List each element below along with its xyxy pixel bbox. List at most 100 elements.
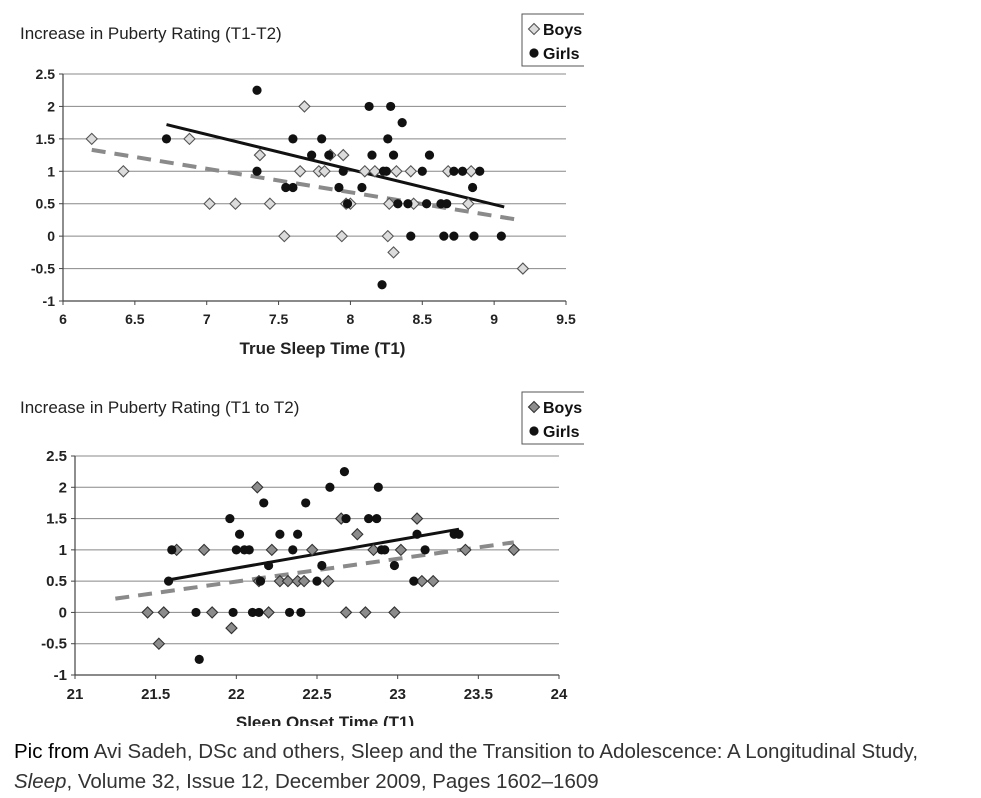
boys-trendline <box>115 540 515 601</box>
legend-label-girls: Girls <box>543 424 580 441</box>
girls-point <box>424 150 435 160</box>
boys-point <box>351 527 364 541</box>
girls-point <box>377 280 387 290</box>
y-tick-label: -1 <box>43 293 56 309</box>
legend-marker-boys <box>527 22 541 36</box>
girls-point <box>191 607 201 618</box>
girls-point <box>288 134 298 144</box>
girls-point <box>252 166 262 176</box>
chart-true-sleep-time: Increase in Puberty Rating (T1-T2) 2.5 2 1.… <box>20 13 584 358</box>
girls-point <box>264 560 274 571</box>
boys-point <box>278 229 291 243</box>
boys-point <box>339 606 353 619</box>
girls-point <box>457 166 468 176</box>
girls-point <box>293 529 303 539</box>
x-tick-label: 6.5 <box>125 311 145 327</box>
girls-point <box>417 166 427 176</box>
girls-point <box>247 607 258 618</box>
girls-point <box>341 513 351 524</box>
girls-point <box>421 199 432 209</box>
y-tick-label: 2 <box>47 98 55 114</box>
girls-point <box>324 150 334 160</box>
y-tick-label: 1 <box>47 163 55 179</box>
y-tick-label: -1 <box>54 667 67 684</box>
girls-point <box>231 545 241 555</box>
legend-marker-boys <box>527 400 541 414</box>
y-tick-label: -0.5 <box>31 261 55 277</box>
girls-point <box>475 166 485 176</box>
legend-box <box>521 391 584 445</box>
girls-point <box>454 529 464 539</box>
girls-point <box>383 134 393 144</box>
chart-title: Increase in Puberty Rating (T1 to T2) <box>20 398 299 417</box>
legend-label-boys: Boys <box>543 400 582 417</box>
boys-point <box>141 606 154 619</box>
y-tick-label: 1.5 <box>46 511 67 528</box>
girls-point <box>412 529 422 539</box>
boys-point <box>461 197 475 210</box>
girls-point <box>228 607 238 618</box>
x-tick-label: 9.5 <box>556 311 576 327</box>
boys-point <box>152 637 166 650</box>
girls-point <box>469 231 479 241</box>
boys-point <box>297 574 311 588</box>
girls-point <box>317 134 327 144</box>
girls-point <box>284 607 295 618</box>
boys-point <box>426 574 440 588</box>
girls-point <box>234 529 245 539</box>
boys-point <box>382 197 396 210</box>
girls-point <box>225 513 235 524</box>
girls-point <box>373 482 383 492</box>
boys-point <box>197 543 211 557</box>
x-tick-label: 7 <box>203 311 211 327</box>
x-tick-label: 21.5 <box>141 686 170 703</box>
girls-point <box>252 85 262 95</box>
x-tick-label: 21 <box>67 686 84 703</box>
boys-point <box>322 574 335 588</box>
caption-journal: Sleep <box>14 770 67 793</box>
girls-point <box>275 529 285 539</box>
boys-point <box>359 606 372 619</box>
boys-point <box>203 197 216 210</box>
y-tick-label: 1 <box>59 542 67 559</box>
girls-point <box>397 118 407 128</box>
boys-trendline <box>91 147 524 223</box>
legend-label-girls: Girls <box>543 46 580 63</box>
boys-point <box>298 100 311 113</box>
caption-lead: Pic from <box>14 740 90 763</box>
girls-point <box>288 182 298 193</box>
girls-point <box>439 231 449 241</box>
legend-marker-girls <box>529 48 539 58</box>
boys-point <box>251 481 264 494</box>
legend-label-boys: Boys <box>543 22 582 39</box>
x-tick-label: 6 <box>59 311 67 327</box>
chart-sleep-onset-time: Increase in Puberty Rating (T1 to T2) 2.5… <box>20 391 584 726</box>
boys-point <box>85 132 99 146</box>
girls-point <box>388 150 399 160</box>
x-tick-label: 22 <box>228 686 245 703</box>
girls-point <box>194 654 204 664</box>
boys-point <box>253 148 267 162</box>
boys-point <box>183 132 196 146</box>
legend-box <box>521 13 584 67</box>
girls-point <box>307 150 317 160</box>
boys-point <box>390 165 403 178</box>
y-tick-label: 2 <box>59 479 67 496</box>
girls-point <box>259 498 269 508</box>
y-tick-label: 0 <box>59 604 67 621</box>
x-axis-label: True Sleep Time (T1) <box>240 339 406 358</box>
boys-point <box>410 512 424 525</box>
boys-point <box>388 606 401 619</box>
girls-point <box>442 199 452 209</box>
x-tick-label: 23.5 <box>464 686 493 703</box>
boys-point <box>464 165 478 178</box>
girls-point <box>380 545 390 555</box>
boys-point <box>281 574 295 588</box>
girls-point <box>317 560 327 571</box>
caption-authors: Avi Sadeh, DSc and others, Sleep and the… <box>89 740 919 763</box>
boys-point <box>262 606 275 619</box>
x-tick-label: 7.5 <box>269 311 289 327</box>
boys-point <box>415 574 429 588</box>
figure-caption: Pic from Avi Sadeh, DSc and others, Slee… <box>14 737 974 797</box>
boys-point <box>335 229 349 243</box>
